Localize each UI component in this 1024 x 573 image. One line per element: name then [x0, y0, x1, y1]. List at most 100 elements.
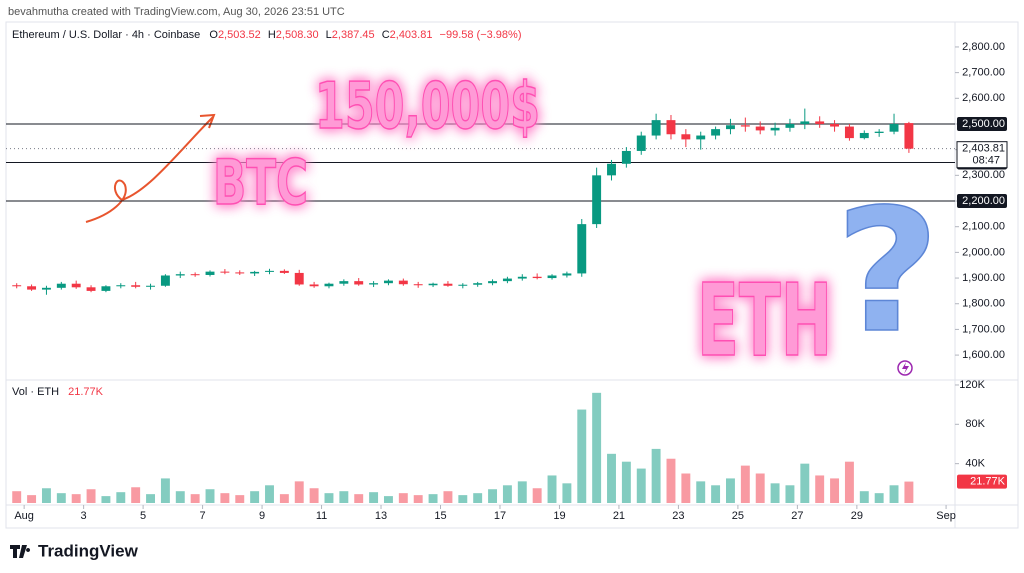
x-tick-label: 23 — [672, 510, 684, 522]
candle-body — [874, 131, 884, 133]
candle-body — [785, 123, 795, 128]
candle-body — [175, 274, 185, 276]
candle-body — [250, 271, 260, 274]
annotation: 150,000$ — [315, 70, 540, 144]
volume-bar — [383, 496, 393, 503]
legend-key: H — [268, 29, 276, 41]
x-tick-label: 21 — [613, 510, 625, 522]
candle-body — [71, 283, 81, 288]
volume-bar — [607, 453, 616, 503]
volume-tick-label: 40K — [965, 458, 985, 470]
x-tick-label: 25 — [732, 510, 744, 522]
candle-body — [636, 135, 646, 151]
candle-body — [116, 285, 126, 287]
created-note: bevahmutha created with TradingView.com,… — [8, 6, 345, 18]
legend-value: 2,503.52 — [218, 29, 261, 41]
candle-body — [205, 271, 215, 275]
candle-body — [726, 125, 735, 130]
candle-body — [265, 270, 274, 272]
y-tick-label: 1,600.00 — [962, 349, 1005, 361]
legend-value: 2,508.30 — [276, 29, 319, 41]
level-tag — [957, 116, 1007, 131]
candle-body — [339, 281, 349, 284]
candle-body — [235, 272, 245, 274]
volume-bar — [874, 493, 884, 503]
volume-bar — [562, 483, 572, 503]
hand-drawn-arrow — [85, 116, 214, 223]
volume-legend: Vol · ETH 21.77K — [12, 386, 104, 398]
y-tick-label: 2,700.00 — [962, 67, 1005, 79]
volume-bar — [131, 487, 141, 503]
y-tick-label: 1,800.00 — [962, 298, 1005, 310]
candle-body — [354, 281, 364, 285]
candle-body — [681, 134, 691, 140]
y-tick-label: 2,000.00 — [962, 246, 1005, 258]
legend-key: O — [209, 29, 218, 41]
volume-bar — [369, 492, 379, 503]
x-tick-label: 11 — [316, 510, 327, 522]
volume-tick-label: 120K — [959, 379, 985, 391]
volume-bar — [205, 489, 215, 503]
candle-body — [146, 285, 155, 287]
volume-last-tag — [957, 474, 1007, 489]
candle-body — [770, 127, 780, 131]
candle-body — [696, 135, 706, 140]
volume-bar — [532, 488, 542, 503]
candle-body — [577, 224, 587, 274]
volume-bar — [116, 492, 126, 503]
candle-body — [279, 270, 289, 273]
candle-body — [190, 274, 200, 276]
candle-body — [889, 123, 899, 132]
x-tick-label: 15 — [434, 510, 446, 522]
volume-bar — [86, 489, 96, 503]
candle-body — [56, 283, 66, 288]
x-tick-label: 29 — [851, 510, 863, 522]
candle-body — [443, 283, 453, 286]
annotation: ETH — [697, 262, 832, 379]
candle-body — [532, 276, 542, 279]
candle-body — [844, 126, 854, 139]
volume-bar — [711, 485, 721, 503]
countdown-label: 08:47 — [972, 155, 1000, 167]
chart-frame — [5, 21, 1019, 529]
legend-value: 2,387.45 — [332, 29, 375, 41]
volume-bar — [27, 495, 37, 503]
symbol-title: Ethereum / U.S. Dollar · 4h · Coinbase — [12, 29, 200, 41]
volume-bar — [41, 488, 51, 503]
volume-last-tag-label: 21.77K — [970, 475, 1006, 487]
candle-body — [621, 150, 631, 164]
x-tick-label: 9 — [259, 510, 265, 522]
candle-body — [740, 125, 750, 127]
candle-body — [86, 287, 96, 291]
volume-bar — [815, 475, 825, 503]
candle-body — [294, 272, 304, 285]
x-tick-label: 7 — [200, 510, 206, 522]
x-tick-label: 27 — [791, 510, 803, 522]
candle-body — [666, 120, 676, 135]
volume-bar — [844, 461, 854, 503]
volume-bar — [309, 488, 319, 503]
volume-bar — [428, 494, 438, 503]
chart-legend: Ethereum / U.S. Dollar · 4h · Coinbase O… — [12, 29, 521, 41]
volume-bar — [770, 483, 780, 503]
volume-bar — [800, 463, 810, 503]
y-tick-label: 1,700.00 — [962, 323, 1005, 335]
volume-bar — [740, 465, 750, 503]
lightning-icon[interactable] — [897, 360, 913, 376]
volume-bar — [636, 468, 646, 503]
candle-body — [473, 283, 483, 285]
x-tick-label: 5 — [140, 510, 146, 522]
volume-bar — [294, 481, 304, 503]
volume-title: Vol · ETH — [12, 386, 59, 398]
volume-bar — [859, 491, 869, 503]
volume-bar — [726, 478, 735, 503]
volume-bar — [56, 493, 66, 503]
legend-key: C — [382, 29, 390, 41]
volume-bar — [339, 491, 349, 503]
annotation: BTC — [213, 146, 308, 219]
candle-body — [131, 285, 141, 287]
lightning-bolt — [902, 362, 909, 374]
x-tick-label: 19 — [553, 510, 565, 522]
level-tag — [957, 194, 1007, 209]
